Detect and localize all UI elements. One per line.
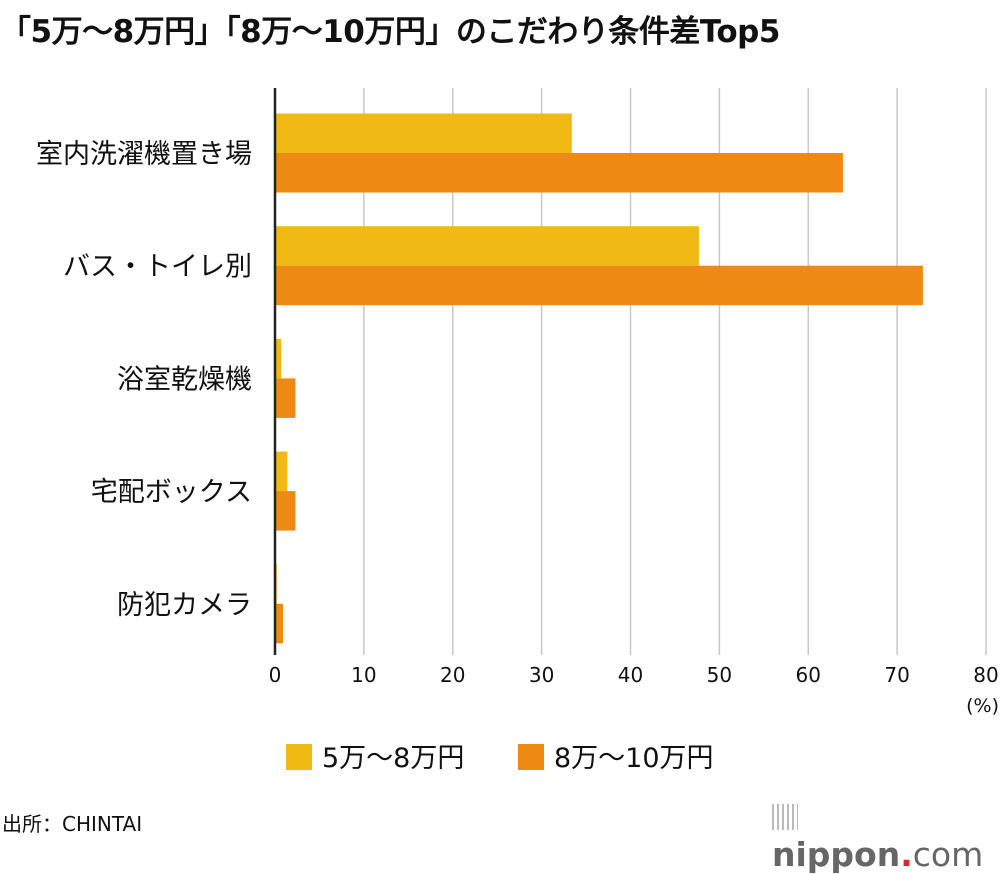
bar-chart: 0 10 20 30 40 50 60 70 80 (%) 室内洗濯機置き場バス・トイレ別浴室乾燥機… [36,88,999,774]
bar-series1 [275,226,699,266]
x-unit-label: (%) [966,695,999,717]
nippon-logo: nippon.com [772,796,1000,874]
chart-title: 「5万〜8万円」「8万〜10万円」のこだわり条件差Top5 [0,14,780,50]
category-label: 室内洗濯機置き場 [36,139,252,170]
legend-swatch [286,744,312,770]
category-label: 宅配ボックス [91,477,252,508]
bar-series2 [275,491,296,531]
source-note: 出所：CHINTAI [2,812,143,836]
category-label: バス・トイレ別 [63,252,252,283]
x-tick-label: 60 [796,663,821,687]
category-label: 浴室乾燥機 [117,364,252,395]
x-tick-label: 20 [440,663,465,687]
bar-series2 [275,265,923,306]
logo-bars-icon [772,804,798,830]
x-tick-label: 40 [618,663,643,687]
bar-series1 [275,113,572,153]
x-tick-label: 30 [529,663,554,687]
bar-series1 [275,338,282,379]
bar-series2 [275,153,843,193]
bar-series1 [275,451,288,492]
category-label: 防犯カメラ [117,590,252,621]
bar-series2 [275,378,296,418]
bar-series2 [275,603,283,644]
legend-swatch [518,744,544,770]
legend-label: 5万〜8万円 [322,743,464,774]
x-tick-label: 80 [973,663,998,687]
x-tick-label: 70 [884,663,909,687]
x-tick-label: 0 [269,663,282,687]
x-tick-label: 50 [707,663,732,687]
x-tick-label: 10 [351,663,376,687]
legend-label: 8万〜10万円 [554,743,714,774]
